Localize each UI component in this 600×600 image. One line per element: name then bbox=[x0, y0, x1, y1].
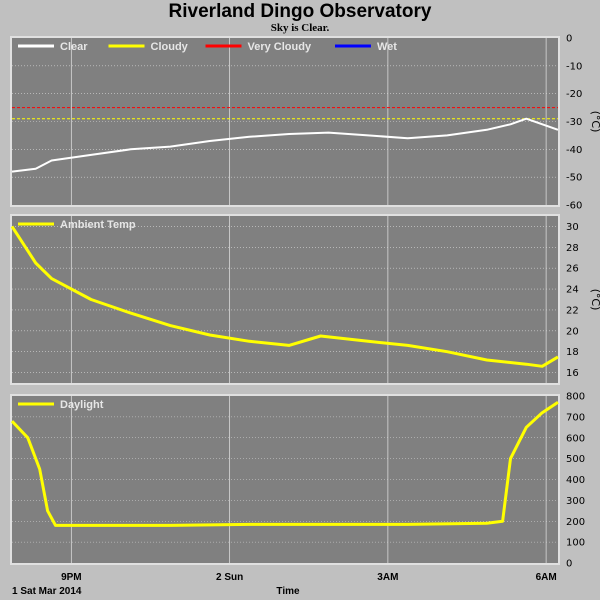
legend-label: Ambient Temp bbox=[60, 219, 136, 231]
y-tick-label: 800 bbox=[566, 392, 585, 403]
y-tick-label: -10 bbox=[566, 61, 582, 72]
legend-label: Clear bbox=[60, 41, 88, 53]
y-tick-label: 200 bbox=[566, 517, 585, 528]
page-title: Riverland Dingo Observatory bbox=[168, 1, 432, 22]
y-tick-label: 28 bbox=[566, 243, 579, 254]
y-tick-label: 26 bbox=[566, 264, 579, 275]
y-tick-label: 0 bbox=[566, 559, 572, 570]
legend-label: Daylight bbox=[60, 399, 104, 411]
y-tick-label: -20 bbox=[566, 89, 582, 100]
y-tick-label: 300 bbox=[566, 496, 585, 507]
y-axis-unit: (°C) bbox=[589, 111, 600, 133]
series-line bbox=[10, 401, 559, 527]
y-tick-label: 400 bbox=[566, 475, 585, 486]
y-tick-label: 18 bbox=[566, 347, 579, 358]
y-tick-label: 22 bbox=[566, 305, 579, 316]
series-line bbox=[11, 117, 559, 173]
series-line bbox=[10, 225, 559, 368]
sky-status: Sky is Clear. bbox=[270, 22, 330, 34]
y-tick-label: 16 bbox=[566, 368, 579, 379]
x-tick-label: 6AM bbox=[536, 572, 557, 583]
x-tick-label: 3AM bbox=[377, 572, 398, 583]
y-tick-label: 0 bbox=[566, 34, 572, 45]
y-tick-label: -30 bbox=[566, 117, 582, 128]
legend-label: Very Cloudy bbox=[248, 41, 312, 53]
y-tick-label: 500 bbox=[566, 454, 585, 465]
y-tick-label: 24 bbox=[566, 285, 579, 296]
y-tick-label: 100 bbox=[566, 538, 585, 549]
legend-label: Cloudy bbox=[151, 41, 189, 53]
y-tick-label: 700 bbox=[566, 412, 585, 423]
y-tick-label: 600 bbox=[566, 433, 585, 444]
x-axis-title: Time bbox=[276, 586, 300, 597]
y-tick-label: 30 bbox=[566, 222, 579, 233]
x-tick-label: 2 Sun bbox=[216, 572, 243, 583]
y-axis-unit: (°C) bbox=[589, 289, 600, 311]
y-tick-label: -40 bbox=[566, 145, 582, 156]
y-tick-label: 20 bbox=[566, 326, 579, 337]
y-tick-label: -50 bbox=[566, 173, 582, 184]
date-label: 1 Sat Mar 2014 bbox=[12, 586, 82, 597]
x-tick-label: 9PM bbox=[61, 572, 82, 583]
y-tick-label: -60 bbox=[566, 201, 582, 212]
legend-label: Wet bbox=[377, 41, 397, 53]
